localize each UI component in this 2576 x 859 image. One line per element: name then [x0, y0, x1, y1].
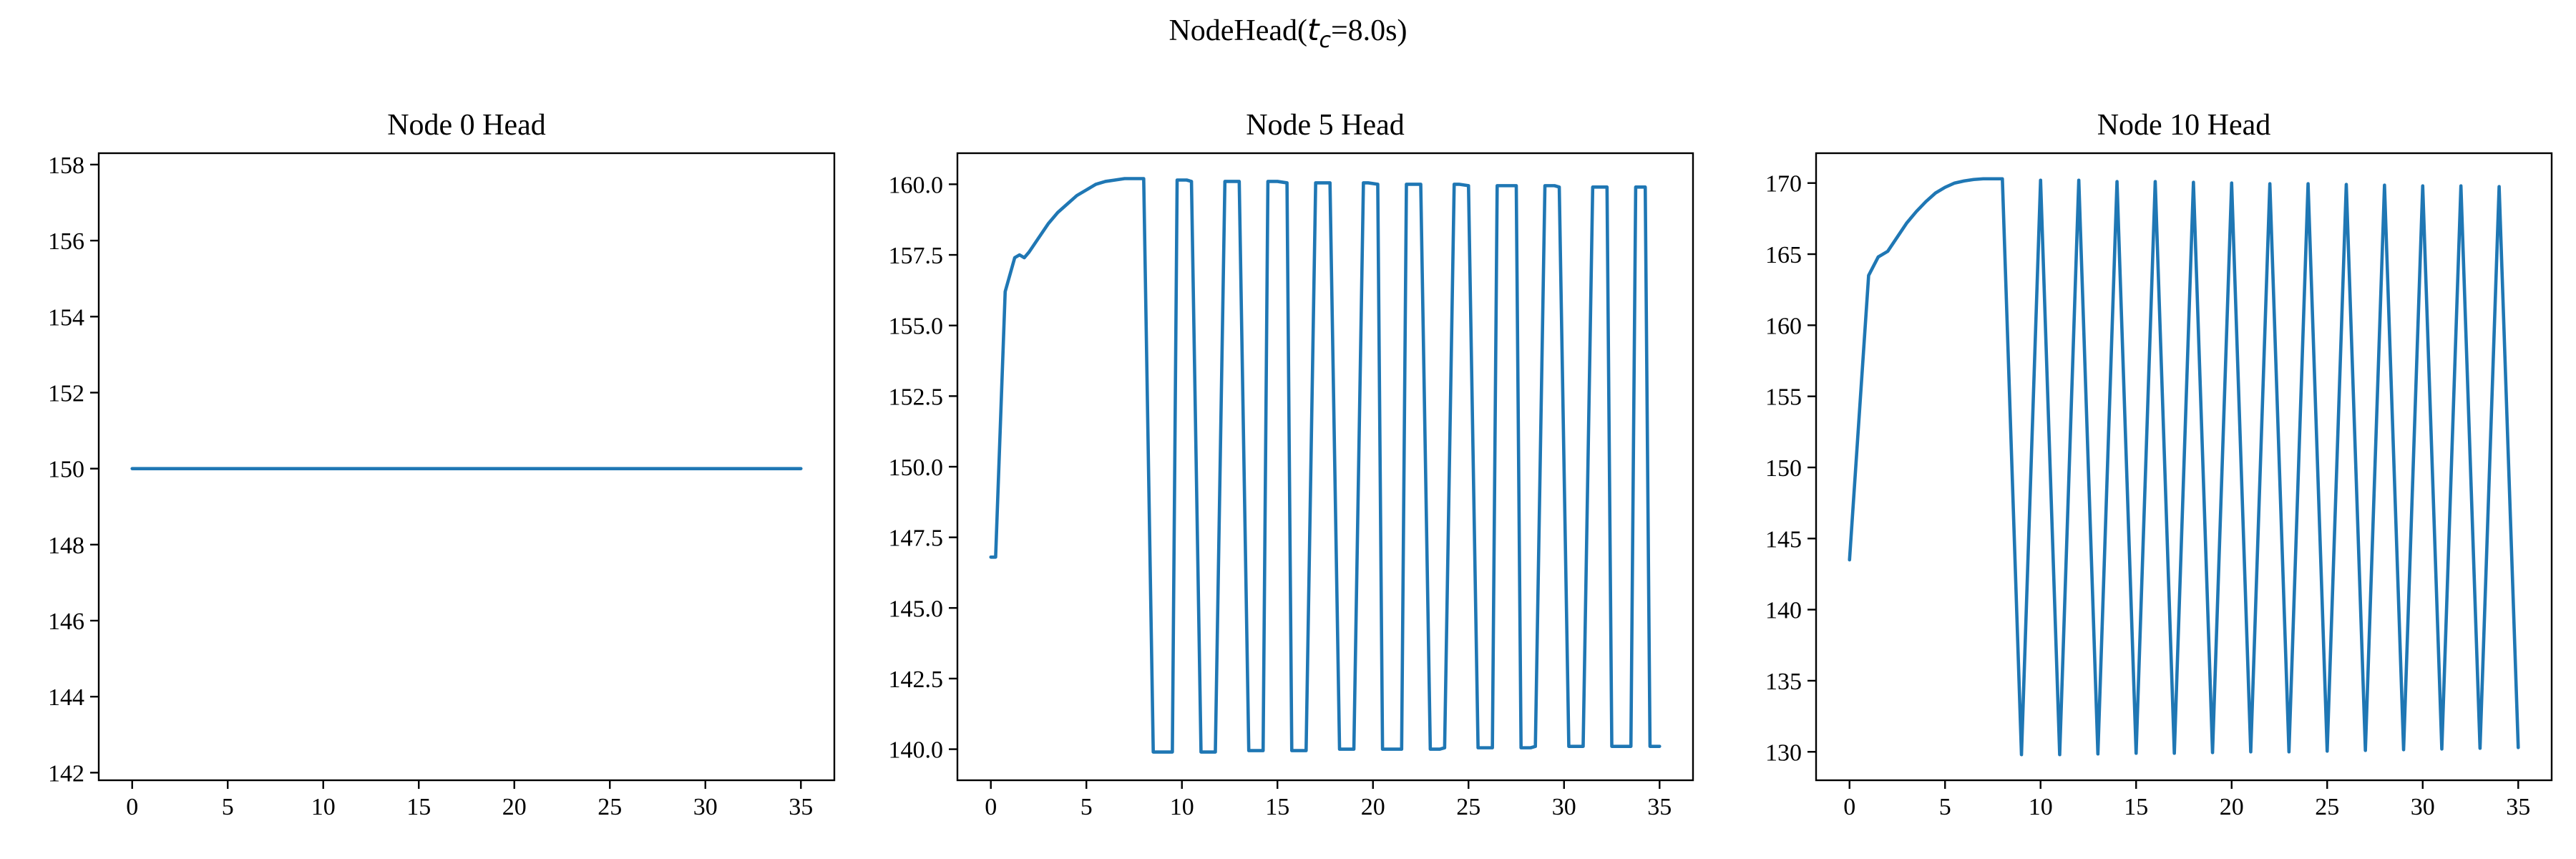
- subplot-node-0: Node 0 Head 0 5 10 15 20 25 30 35 142 144 146 148 15…: [48, 109, 836, 820]
- plot-frame: [97, 152, 836, 782]
- series-line: [1848, 177, 2520, 757]
- axis-ticks: 0 5 10 15 20 25 30 35 140.0 142.5 145.0 147.5 150.0 1…: [889, 172, 1672, 820]
- y-tick-label: 165: [1765, 242, 1802, 268]
- x-tick-label: 20: [2220, 794, 2244, 820]
- subplot-title: Node 0 Head: [387, 109, 546, 142]
- y-tick-label: 144: [48, 684, 84, 711]
- y-tick-label: 145.0: [889, 596, 944, 622]
- y-tick-label: 154: [48, 304, 84, 331]
- y-tick-label: 148: [48, 533, 84, 559]
- x-tick-label: 30: [2411, 794, 2435, 820]
- y-tick-label: 152: [48, 380, 84, 407]
- figure-title: NodeHead(tc=8.0s): [1169, 12, 1407, 53]
- y-tick-label: 160.0: [889, 172, 944, 198]
- x-tick-label: 5: [1939, 794, 1951, 820]
- y-tick-label: 155: [1765, 384, 1802, 411]
- y-tick-label: 135: [1765, 669, 1802, 695]
- x-tick-label: 0: [126, 794, 138, 820]
- figure-title-prefix: NodeHead(: [1169, 14, 1307, 47]
- y-tick-label: 160: [1765, 313, 1802, 339]
- x-tick-label: 25: [2315, 794, 2339, 820]
- y-tick-label: 150: [1765, 455, 1802, 482]
- subplot-title: Node 10 Head: [2097, 109, 2271, 142]
- y-tick-label: 147.5: [889, 525, 944, 552]
- axis-ticks: 0 5 10 15 20 25 30 35 142 144 146 148 150 152 154 156 15…: [48, 152, 813, 820]
- plot-lines: [989, 177, 1662, 754]
- x-tick-label: 0: [1843, 794, 1855, 820]
- x-tick-label: 15: [2124, 794, 2148, 820]
- y-tick-label: 156: [48, 228, 84, 255]
- y-tick-label: 152.5: [889, 384, 944, 410]
- y-tick-label: 170: [1765, 171, 1802, 198]
- x-tick-label: 35: [789, 794, 813, 820]
- y-tick-label: 158: [48, 152, 84, 179]
- x-tick-label: 30: [693, 794, 718, 820]
- x-tick-label: 25: [1456, 794, 1480, 820]
- x-tick-label: 15: [406, 794, 431, 820]
- subplot-title: Node 5 Head: [1246, 109, 1405, 142]
- y-tick-label: 140: [1765, 598, 1802, 624]
- y-tick-label: 142: [48, 760, 84, 787]
- axis-ticks: 0 5 10 15 20 25 30 35 130 135 140 145 150 155 160 165 17…: [1765, 171, 2530, 820]
- y-tick-label: 130: [1765, 739, 1802, 766]
- x-tick-label: 25: [597, 794, 622, 820]
- x-tick-label: 20: [1361, 794, 1385, 820]
- x-tick-label: 35: [1647, 794, 1672, 820]
- figure-title-math-sub: c: [1319, 28, 1332, 53]
- subplot-node-10: Node 10 Head 0 5 10 15 20 25 30 35 130 135 140 145 1…: [1765, 109, 2553, 820]
- series-line: [989, 177, 1662, 754]
- x-tick-label: 5: [1080, 794, 1093, 820]
- y-tick-label: 145: [1765, 526, 1802, 553]
- x-tick-label: 10: [1170, 794, 1194, 820]
- subplot-node-5: Node 5 Head 0 5 10 15 20 25 30 35 140.0 142.5 145.…: [889, 109, 1694, 820]
- x-tick-label: 30: [1552, 794, 1576, 820]
- y-tick-label: 150: [48, 457, 84, 483]
- y-tick-label: 157.5: [889, 243, 944, 269]
- y-tick-label: 140.0: [889, 737, 944, 764]
- x-tick-label: 10: [2029, 794, 2053, 820]
- plot-lines: [1848, 177, 2520, 757]
- y-tick-label: 150.0: [889, 455, 944, 481]
- x-tick-label: 5: [222, 794, 234, 820]
- figure-title-suffix: =8.0s): [1331, 14, 1407, 47]
- x-tick-label: 10: [311, 794, 336, 820]
- x-tick-label: 20: [502, 794, 527, 820]
- y-tick-label: 142.5: [889, 666, 944, 693]
- x-tick-label: 0: [985, 794, 997, 820]
- y-tick-label: 146: [48, 608, 84, 635]
- y-tick-label: 155.0: [889, 314, 944, 340]
- x-tick-label: 35: [2506, 794, 2530, 820]
- x-tick-label: 15: [1265, 794, 1289, 820]
- figure-title-math-t: t: [1307, 12, 1320, 47]
